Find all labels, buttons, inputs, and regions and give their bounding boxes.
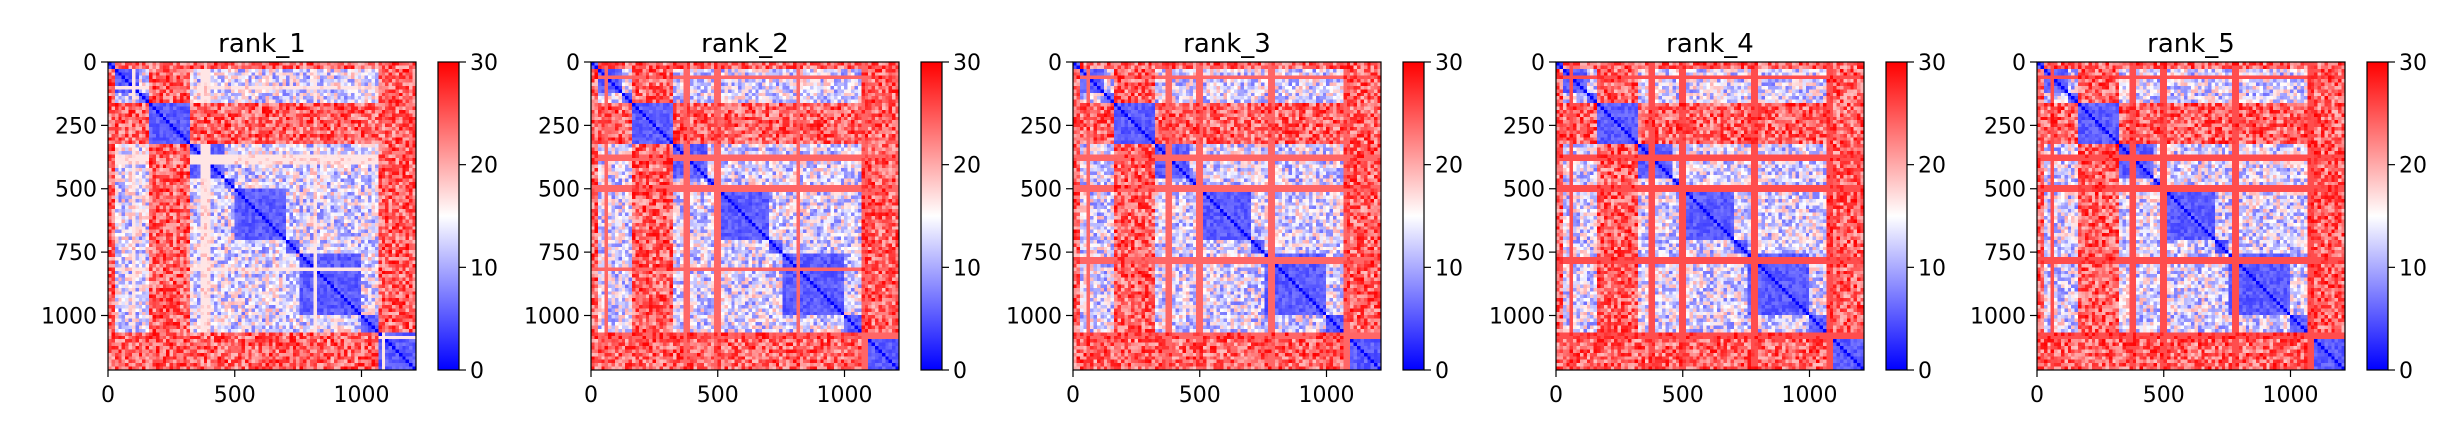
colorbar-tick-label: 10	[470, 256, 498, 281]
colorbar-gradient	[920, 61, 943, 371]
colorbar-tick-label: 10	[2399, 256, 2427, 281]
x-tick-label: 1000	[333, 383, 389, 408]
x-tick-label: 500	[2143, 383, 2185, 408]
colorbar-tick-label: 20	[1918, 154, 1946, 179]
y-tick-label: 0	[1531, 51, 1545, 76]
axes-frame	[1072, 61, 1382, 371]
y-tick-label: 500	[55, 178, 97, 203]
x-tick-label: 500	[1179, 383, 1221, 408]
heatmap-image	[591, 62, 899, 370]
y-tick-label: 750	[1984, 241, 2026, 266]
y-tick-label: 750	[538, 241, 580, 266]
x-tick-label: 0	[2030, 383, 2044, 408]
colorbar: 0 10 20 30	[437, 51, 498, 384]
x-tick-label: 1000	[816, 383, 872, 408]
x-tick-label: 1000	[1298, 383, 1354, 408]
subplot-5: rank_5 0 250 500 750 1000 0 500 1000 0 10 20 30	[1970, 29, 2427, 408]
y-tick-label: 500	[538, 178, 580, 203]
subplot-title: rank_3	[1183, 29, 1271, 59]
axes-frame	[2036, 61, 2346, 371]
colorbar-tick-label: 20	[1435, 154, 1463, 179]
colorbar-tick-label: 0	[1918, 359, 1932, 384]
heatmap-image	[108, 62, 416, 370]
subplot-2: rank_2 0 250 500 750 1000 0 500 1000 0 10 20 30	[524, 29, 981, 408]
y-tick-label: 500	[1503, 178, 1545, 203]
colorbar: 0 10 20 30	[920, 51, 981, 384]
colorbar-tick-label: 10	[1435, 256, 1463, 281]
colorbar-tick-label: 20	[953, 154, 981, 179]
colorbar-gradient	[1402, 61, 1425, 371]
y-tick-label: 250	[1020, 114, 1062, 139]
y-tick-label: 0	[566, 51, 580, 76]
colorbar-tick-label: 20	[470, 154, 498, 179]
y-tick-label: 250	[55, 114, 97, 139]
colorbar: 0 10 20 30	[1402, 51, 1463, 384]
colorbar-gradient	[1885, 61, 1908, 371]
subplot-3: rank_3 0 250 500 750 1000 0 500 1000 0 10 20 30	[1006, 29, 1463, 408]
colorbar: 0 10 20 30	[2366, 51, 2427, 384]
colorbar-tick-label: 0	[470, 359, 484, 384]
colorbar-tick-label: 10	[953, 256, 981, 281]
heatmap-image	[2037, 62, 2345, 370]
colorbar-tick-label: 10	[1918, 256, 1946, 281]
y-tick-label: 1000	[524, 304, 580, 329]
y-tick-label: 500	[1984, 178, 2026, 203]
colorbar-tick-label: 20	[2399, 154, 2427, 179]
axes-frame	[107, 61, 417, 371]
colorbar-tick-label: 30	[1918, 51, 1946, 76]
y-tick-label: 250	[538, 114, 580, 139]
y-tick-label: 500	[1020, 178, 1062, 203]
colorbar-tick-label: 30	[2399, 51, 2427, 76]
y-tick-label: 750	[1020, 241, 1062, 266]
y-tick-label: 750	[55, 241, 97, 266]
x-tick-label: 0	[1549, 383, 1563, 408]
subplot-1: rank_1 0 250 500 750 1000 0 500 1000 0 10 20 30	[41, 29, 498, 408]
colorbar-gradient	[2366, 61, 2389, 371]
heatmap-image	[1073, 62, 1381, 370]
y-tick-label: 0	[83, 51, 97, 76]
x-tick-label: 500	[1662, 383, 1704, 408]
subplot-4: rank_4 0 250 500 750 1000 0 500 1000 0 10 20 30	[1489, 29, 1946, 408]
colorbar-tick-label: 30	[1435, 51, 1463, 76]
y-tick-label: 750	[1503, 241, 1545, 266]
y-tick-label: 1000	[41, 304, 97, 329]
y-tick-label: 1000	[1489, 304, 1545, 329]
subplot-title: rank_1	[218, 29, 306, 59]
subplot-title: rank_5	[2147, 29, 2235, 59]
x-tick-label: 0	[101, 383, 115, 408]
colorbar-gradient	[437, 61, 460, 371]
x-tick-label: 500	[214, 383, 256, 408]
y-tick-label: 1000	[1006, 304, 1062, 329]
subplot-title: rank_2	[701, 29, 789, 59]
y-tick-label: 0	[1048, 51, 1062, 76]
subplot-title: rank_4	[1666, 29, 1754, 59]
y-tick-label: 250	[1984, 114, 2026, 139]
y-tick-label: 0	[2012, 51, 2026, 76]
x-tick-label: 1000	[1781, 383, 1837, 408]
y-tick-label: 250	[1503, 114, 1545, 139]
heatmap-image	[1556, 62, 1864, 370]
colorbar: 0 10 20 30	[1885, 51, 1946, 384]
x-tick-label: 0	[584, 383, 598, 408]
x-tick-label: 0	[1066, 383, 1080, 408]
axes-frame	[1555, 61, 1865, 371]
colorbar-tick-label: 30	[953, 51, 981, 76]
colorbar-tick-label: 0	[2399, 359, 2413, 384]
x-tick-label: 1000	[2262, 383, 2318, 408]
axes-frame	[590, 61, 900, 371]
colorbar-tick-label: 30	[470, 51, 498, 76]
y-tick-label: 1000	[1970, 304, 2026, 329]
colorbar-tick-label: 0	[953, 359, 967, 384]
colorbar-tick-label: 0	[1435, 359, 1449, 384]
x-tick-label: 500	[697, 383, 739, 408]
